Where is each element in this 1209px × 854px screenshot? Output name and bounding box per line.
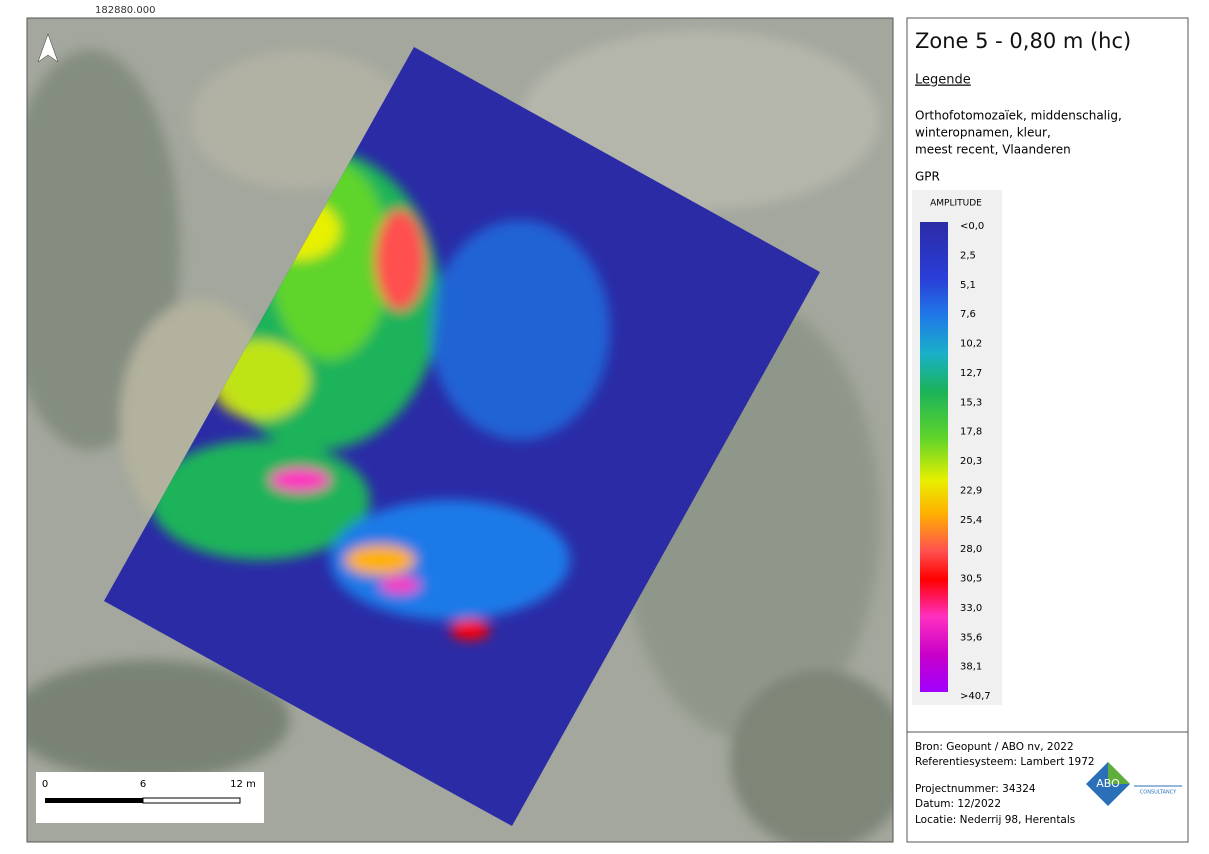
map-frame: 0 6 12 m xyxy=(27,18,893,842)
logo: ABO CONSULTANCY xyxy=(1086,762,1182,806)
legend-heading: Legende xyxy=(915,73,971,88)
scale-label: 0 xyxy=(42,779,48,790)
colorbar-label: 33,0 xyxy=(960,603,982,614)
colorbar-label: <0,0 xyxy=(960,221,984,232)
coordinate-label: 182880.000 xyxy=(95,5,155,16)
footer-text: Datum: 12/2022 xyxy=(915,798,1001,810)
colorbar-label: >40,7 xyxy=(960,691,991,702)
footer-text: Bron: Geopunt / ABO nv, 2022 xyxy=(915,741,1074,753)
scale-bar xyxy=(142,797,241,804)
colorbar-label: 25,4 xyxy=(960,515,982,526)
colorbar-label: 28,0 xyxy=(960,544,982,555)
colorbar-label: 20,3 xyxy=(960,456,982,467)
colorbar-title: AMPLITUDE xyxy=(930,199,982,209)
title: Zone 5 - 0,80 m (hc) xyxy=(915,29,1131,53)
layer-name: GPR xyxy=(915,170,940,184)
scale-bar xyxy=(45,798,143,803)
colorbar-label: 12,7 xyxy=(960,368,982,379)
colorbar-label: 2,5 xyxy=(960,250,976,261)
footer-text: Locatie: Nederrij 98, Herentals xyxy=(915,814,1075,826)
map-border xyxy=(26,17,894,843)
scale-label: 6 xyxy=(140,779,146,790)
colorbar-label: 15,3 xyxy=(960,397,982,408)
colorbar xyxy=(920,222,948,692)
layer-description: meest recent, Vlaanderen xyxy=(915,143,1071,157)
logo-text: ABO xyxy=(1096,777,1120,790)
colorbar-label: 38,1 xyxy=(960,662,982,673)
colorbar-label: 5,1 xyxy=(960,280,976,291)
scale-label: 12 m xyxy=(230,779,256,790)
footer-text: Referentiesysteem: Lambert 1972 xyxy=(915,756,1095,768)
layer-description: winteropnamen, kleur, xyxy=(915,126,1051,140)
colorbar-label: 30,5 xyxy=(960,574,982,585)
colorbar-label: 10,2 xyxy=(960,339,982,350)
north-arrow xyxy=(37,33,59,63)
colorbar-labels: <0,0 2,5 5,1 7,6 10,2 12,7 15,3 17,8 20,3 22,9 25,… xyxy=(960,221,991,702)
colorbar-label: 7,6 xyxy=(960,309,976,320)
logo-subtext: CONSULTANCY xyxy=(1140,790,1177,796)
layer-description: Orthofotomozaïek, middenschalig, xyxy=(915,109,1122,123)
colorbar-label: 22,9 xyxy=(960,485,982,496)
gpr-raster xyxy=(104,47,820,826)
colorbar-label: 17,8 xyxy=(960,427,982,438)
footer-text: Projectnummer: 34324 xyxy=(915,783,1036,795)
colorbar-label: 35,6 xyxy=(960,632,982,643)
